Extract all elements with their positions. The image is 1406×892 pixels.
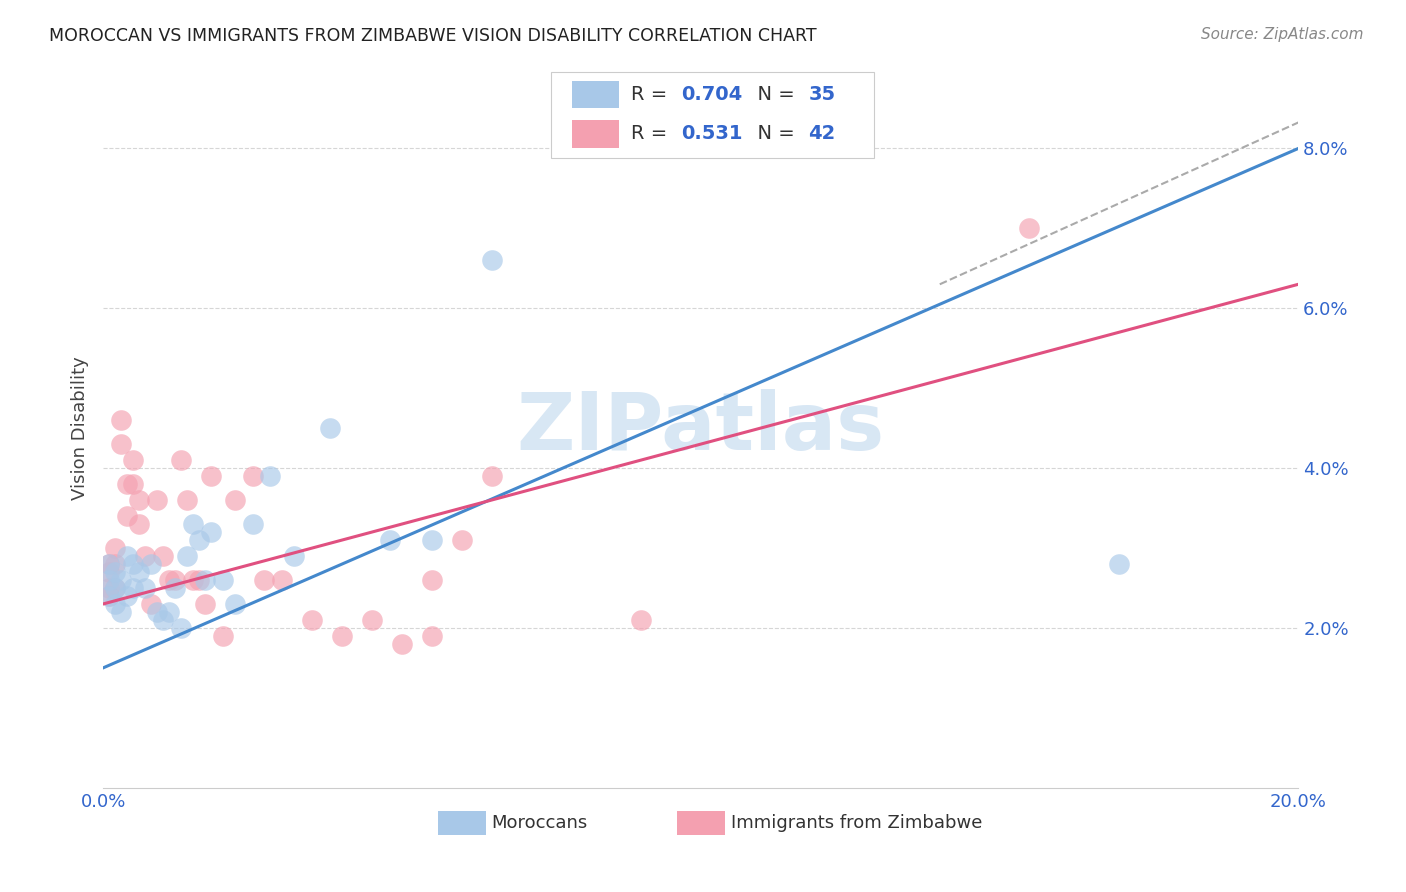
Text: 42: 42 (808, 125, 835, 144)
Point (139, 557, 162, 571)
Point (187, 533, 209, 547)
Text: Source: ZipAtlas.com: Source: ZipAtlas.com (1201, 27, 1364, 42)
Point (128, 516, 150, 531)
Point (122, 581, 145, 595)
Point (122, 557, 145, 571)
Point (224, 597, 246, 611)
Point (104, 557, 127, 571)
Point (481, 469, 503, 483)
Text: R =: R = (631, 125, 681, 144)
Point (253, 573, 276, 587)
Point (163, 573, 186, 587)
Point (98, 573, 121, 587)
Point (115, 549, 138, 563)
Point (110, 573, 132, 587)
Point (420, 533, 443, 547)
Bar (572, 120, 620, 148)
Text: N =: N = (745, 125, 801, 144)
Point (200, 524, 222, 539)
Point (170, 453, 193, 467)
Point (420, 629, 443, 643)
Bar (572, 81, 620, 108)
Bar (437, 812, 485, 835)
Point (157, 573, 180, 587)
Point (242, 469, 264, 483)
Point (630, 613, 652, 627)
Point (420, 573, 443, 587)
Point (104, 581, 127, 595)
Point (1108, 557, 1130, 571)
Point (146, 605, 169, 619)
Point (104, 565, 127, 579)
Text: MOROCCAN VS IMMIGRANTS FROM ZIMBABWE VISION DISABILITY CORRELATION CHART: MOROCCAN VS IMMIGRANTS FROM ZIMBABWE VIS… (49, 27, 817, 45)
Point (157, 605, 180, 619)
Point (152, 549, 174, 563)
Text: N =: N = (745, 85, 801, 103)
Text: Immigrants from Zimbabwe: Immigrants from Zimbabwe (731, 814, 981, 832)
Point (115, 477, 138, 491)
Point (211, 629, 233, 643)
Text: ZIPatlas: ZIPatlas (516, 389, 884, 467)
Point (115, 509, 138, 524)
Point (283, 549, 305, 563)
Point (98, 581, 121, 595)
Point (194, 573, 217, 587)
Point (301, 613, 323, 627)
Point (170, 621, 193, 635)
Point (98, 589, 121, 603)
Text: 0.704: 0.704 (682, 85, 742, 103)
Point (481, 253, 503, 268)
Point (139, 597, 162, 611)
Text: 35: 35 (808, 85, 835, 103)
Point (122, 453, 145, 467)
Point (181, 516, 204, 531)
Point (122, 477, 145, 491)
Point (128, 493, 150, 508)
Point (450, 533, 472, 547)
Point (98, 565, 121, 579)
Point (361, 613, 384, 627)
Point (176, 549, 198, 563)
Point (259, 469, 281, 483)
Point (134, 581, 156, 595)
Point (271, 573, 294, 587)
Point (104, 541, 127, 555)
Point (1018, 221, 1040, 235)
Point (211, 573, 233, 587)
Point (330, 629, 353, 643)
Text: Moroccans: Moroccans (492, 814, 588, 832)
Point (104, 581, 127, 595)
Point (134, 549, 156, 563)
Point (115, 589, 138, 603)
Point (242, 516, 264, 531)
Bar (676, 812, 724, 835)
Point (98, 589, 121, 603)
Point (194, 597, 217, 611)
Point (163, 581, 186, 595)
Point (146, 493, 169, 508)
Point (128, 565, 150, 579)
Point (98, 557, 121, 571)
Point (104, 597, 127, 611)
Point (98, 557, 121, 571)
Point (187, 573, 209, 587)
Text: R =: R = (631, 85, 673, 103)
Point (378, 533, 401, 547)
Point (181, 573, 204, 587)
Point (319, 421, 342, 435)
Text: 0.531: 0.531 (682, 125, 744, 144)
Point (200, 469, 222, 483)
Point (176, 493, 198, 508)
Point (110, 605, 132, 619)
Y-axis label: Vision Disability: Vision Disability (72, 356, 89, 500)
Point (110, 413, 132, 427)
FancyBboxPatch shape (551, 72, 875, 159)
Point (391, 637, 413, 651)
Point (152, 613, 174, 627)
Point (110, 437, 132, 451)
Point (224, 493, 246, 508)
